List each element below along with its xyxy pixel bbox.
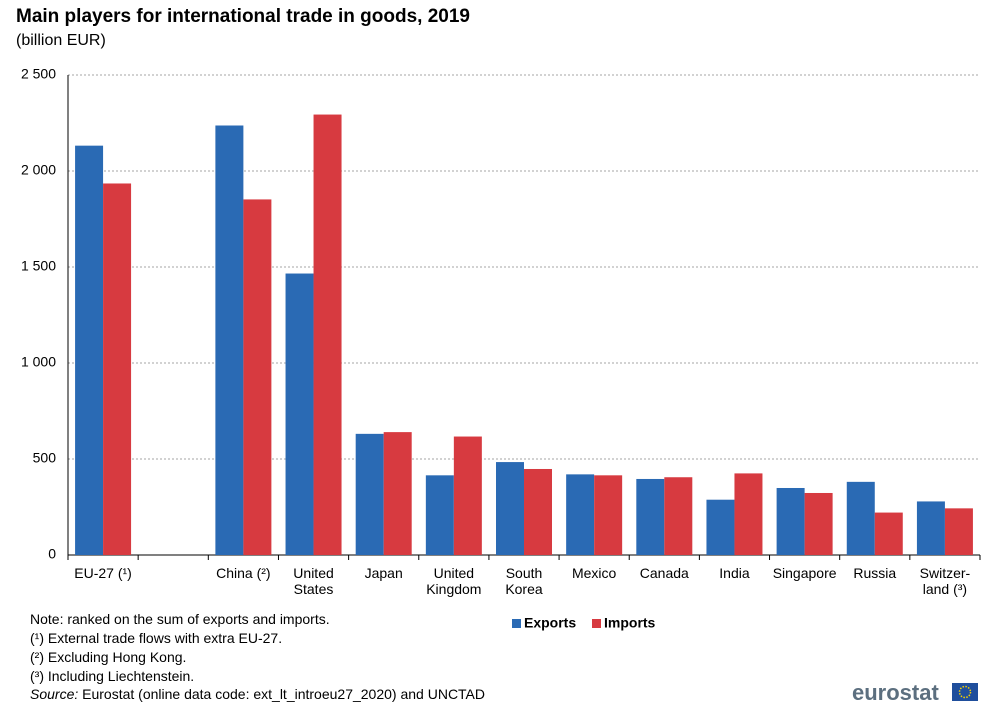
- note: Note: ranked on the sum of exports and i…: [30, 611, 330, 627]
- x-tick-label: EU-27 (¹): [74, 565, 132, 581]
- x-tick-label: South Korea: [505, 565, 543, 597]
- chart-subtitle: (billion EUR): [16, 32, 106, 49]
- bar: [75, 145, 104, 555]
- x-tick-label: Russia: [853, 565, 897, 581]
- x-tick-label: United States: [293, 565, 334, 597]
- bar: [215, 125, 244, 555]
- bar: [496, 462, 524, 555]
- bar: [285, 273, 314, 555]
- note: (²) Excluding Hong Kong.: [30, 649, 187, 665]
- bar: [636, 478, 665, 555]
- bar: [524, 468, 552, 555]
- x-tick-label: Mexico: [571, 565, 617, 581]
- x-tick-label: Japan: [364, 565, 403, 581]
- x-tick-label: China (²): [216, 565, 271, 581]
- source-line: Source: Eurostat (online data code: ext_…: [30, 686, 485, 702]
- legend-swatch: [592, 619, 601, 628]
- chart-title: Main players for international trade in …: [16, 6, 470, 27]
- x-tick-label: United Kingdom: [426, 565, 482, 597]
- legend-swatch: [512, 619, 521, 628]
- bar: [944, 508, 973, 555]
- bar: [776, 487, 805, 555]
- source: Eurostat (online data code: ext_lt_intro…: [82, 686, 486, 702]
- bar: [916, 501, 945, 555]
- eu-flag: [952, 683, 978, 701]
- y-tick-label: 1 500: [21, 258, 56, 274]
- logo: eurostat: [852, 680, 939, 705]
- y-tick-label: 1 000: [21, 354, 56, 370]
- legend-label: Imports: [604, 615, 656, 631]
- bar: [383, 432, 412, 555]
- legend-label: Exports: [524, 615, 576, 631]
- bar: [566, 474, 595, 555]
- x-tick-label: Switzer- land (³): [919, 565, 971, 597]
- bar: [804, 492, 833, 555]
- y-tick-label: 0: [48, 546, 56, 562]
- note: (¹) External trade flows with extra EU-2…: [30, 630, 283, 646]
- y-tick-label: 500: [33, 450, 57, 466]
- x-tick-label: Canada: [639, 565, 689, 581]
- bar: [425, 475, 454, 555]
- x-tick-label: India: [719, 565, 750, 581]
- y-tick-label: 2 000: [21, 162, 56, 178]
- source-label: Source:: [30, 686, 79, 702]
- bar: [103, 183, 132, 556]
- bar: [243, 199, 272, 555]
- bar: [734, 473, 763, 555]
- bar: [846, 481, 875, 555]
- note: (³) Including Liechtenstein.: [30, 668, 195, 684]
- bar: [664, 477, 693, 555]
- bar: [594, 475, 623, 555]
- bar: [313, 114, 342, 555]
- y-tick-label: 2 500: [21, 66, 56, 82]
- bar: [706, 499, 735, 555]
- bar: [355, 433, 384, 555]
- bar: [453, 436, 482, 555]
- notes: Note: ranked on the sum of exports and i…: [30, 610, 330, 686]
- x-tick-label: Singapore: [772, 565, 837, 581]
- bar: [874, 512, 903, 555]
